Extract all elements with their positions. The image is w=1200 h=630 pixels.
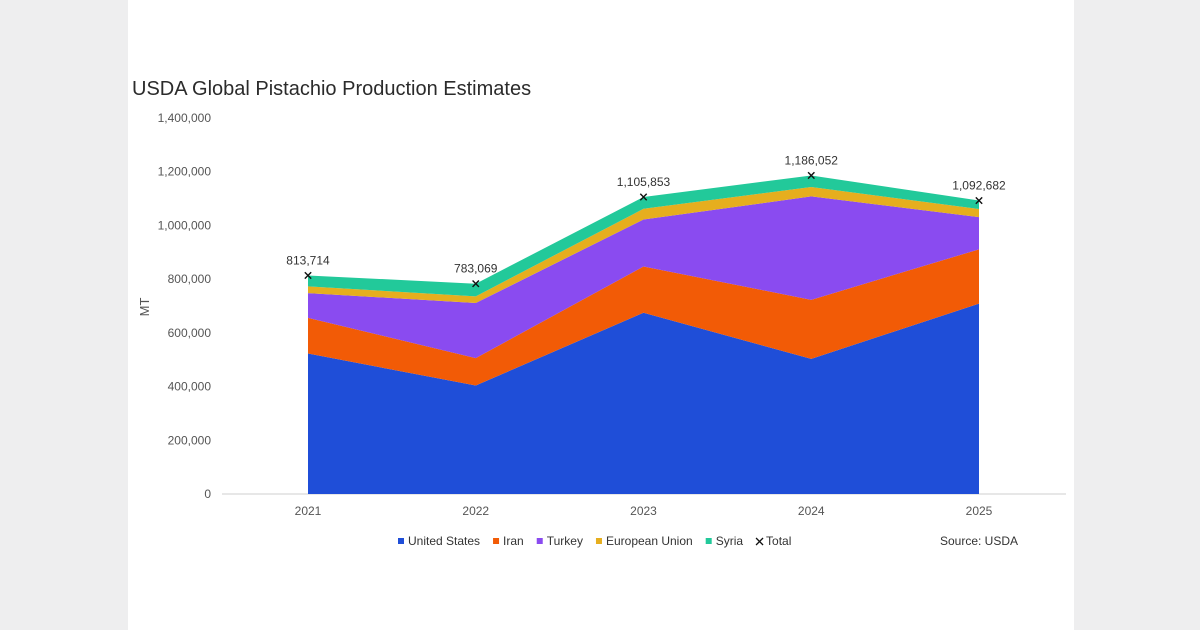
total-data-label: 1,186,052 — [785, 153, 839, 167]
chart-title: USDA Global Pistachio Production Estimat… — [132, 78, 532, 100]
legend-label: Syria — [716, 534, 744, 548]
legend-label: European Union — [606, 534, 693, 548]
legend-swatch — [595, 538, 602, 544]
y-tick-label: 1,200,000 — [158, 165, 212, 179]
legend-item-iran: Iran — [493, 534, 524, 548]
y-tick-label: 1,400,000 — [158, 111, 212, 125]
legend-item-total: Total — [755, 534, 791, 548]
y-axis-label: MT — [137, 298, 152, 317]
legend-swatch — [493, 538, 500, 544]
area-syria — [308, 175, 979, 297]
y-tick-label: 1,000,000 — [158, 218, 212, 232]
legend-item-united-states: United States — [398, 534, 480, 548]
legend: United States Iran Turkey European Union Syr… — [398, 534, 1018, 548]
y-tick-label: 400,000 — [168, 380, 212, 394]
area-european-union — [308, 187, 979, 304]
axes: 0 200,000 400,000 600,000 800,000 1,000,000 1,… — [137, 111, 993, 518]
total-markers: 813,714 783,069 1,105,853 1,186,052 1,092,68… — [286, 153, 1006, 288]
x-tick-label: 2021 — [295, 504, 322, 518]
total-marker — [807, 171, 815, 180]
legend-label: Turkey — [547, 534, 583, 548]
total-marker — [975, 196, 983, 205]
total-data-label: 1,105,853 — [617, 175, 671, 189]
source-note: Source: USDA — [940, 534, 1018, 548]
area-united-states — [308, 303, 979, 494]
legend-swatch — [705, 538, 712, 544]
legend-label: United States — [408, 534, 480, 548]
total-marker — [639, 193, 648, 201]
total-marker — [472, 279, 480, 288]
total-data-label: 813,714 — [286, 253, 330, 267]
legend-swatch — [536, 538, 543, 544]
y-tick-label: 0 — [204, 487, 211, 501]
x-tick-label: 2022 — [462, 504, 489, 518]
total-data-label: 783,069 — [454, 262, 498, 276]
y-tick-label: 600,000 — [168, 326, 212, 340]
total-marker — [304, 271, 312, 280]
area-turkey — [308, 196, 979, 359]
legend-label: Iran — [503, 534, 524, 548]
legend-item-european-union: European Union — [595, 534, 693, 548]
y-tick-label: 200,000 — [168, 433, 212, 447]
y-tick-label: 800,000 — [168, 272, 212, 286]
total-data-label: 1,092,682 — [952, 179, 1006, 193]
x-tick-label: 2023 — [630, 504, 657, 518]
legend-label: Total — [766, 534, 791, 548]
x-tick-label: 2024 — [798, 504, 825, 518]
x-tick-label: 2025 — [966, 504, 993, 518]
legend-item-turkey: Turkey — [536, 534, 583, 548]
area-iran — [308, 249, 979, 386]
legend-swatch — [398, 538, 404, 544]
legend-item-syria: Syria — [705, 534, 744, 548]
areas — [308, 175, 979, 494]
